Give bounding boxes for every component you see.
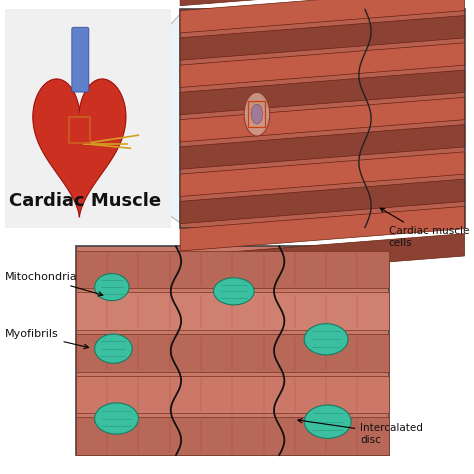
Polygon shape [180,0,465,6]
Text: Mitochondria: Mitochondria [5,272,103,296]
Text: Myofibrils: Myofibrils [5,329,89,348]
Bar [76,376,389,413]
Polygon shape [180,152,465,197]
Polygon shape [180,43,465,87]
Polygon shape [81,14,180,223]
Bar [76,334,389,372]
Bar [5,9,171,228]
Bar [76,292,389,330]
Polygon shape [180,234,465,278]
Polygon shape [180,70,465,115]
Polygon shape [33,79,126,217]
Bar [76,418,389,455]
Polygon shape [180,206,465,251]
Text: Intercalated
disc: Intercalated disc [298,419,423,445]
Polygon shape [180,125,465,169]
Ellipse shape [213,278,254,305]
Ellipse shape [304,324,348,355]
Ellipse shape [304,405,351,438]
Polygon shape [180,0,465,33]
Bar [248,101,265,128]
Ellipse shape [95,334,132,363]
Text: Cardiac muscle
cells: Cardiac muscle cells [380,208,469,248]
FancyBboxPatch shape [72,27,89,92]
Bar [76,246,389,455]
Ellipse shape [95,403,138,434]
Text: Cardiac Muscle: Cardiac Muscle [9,192,162,210]
Ellipse shape [244,92,270,136]
Polygon shape [180,16,465,60]
Bar [180,9,465,228]
Bar [76,251,389,288]
Polygon shape [180,179,465,224]
Bar [69,117,90,143]
Ellipse shape [95,273,129,301]
Ellipse shape [251,104,263,124]
Polygon shape [180,97,465,142]
